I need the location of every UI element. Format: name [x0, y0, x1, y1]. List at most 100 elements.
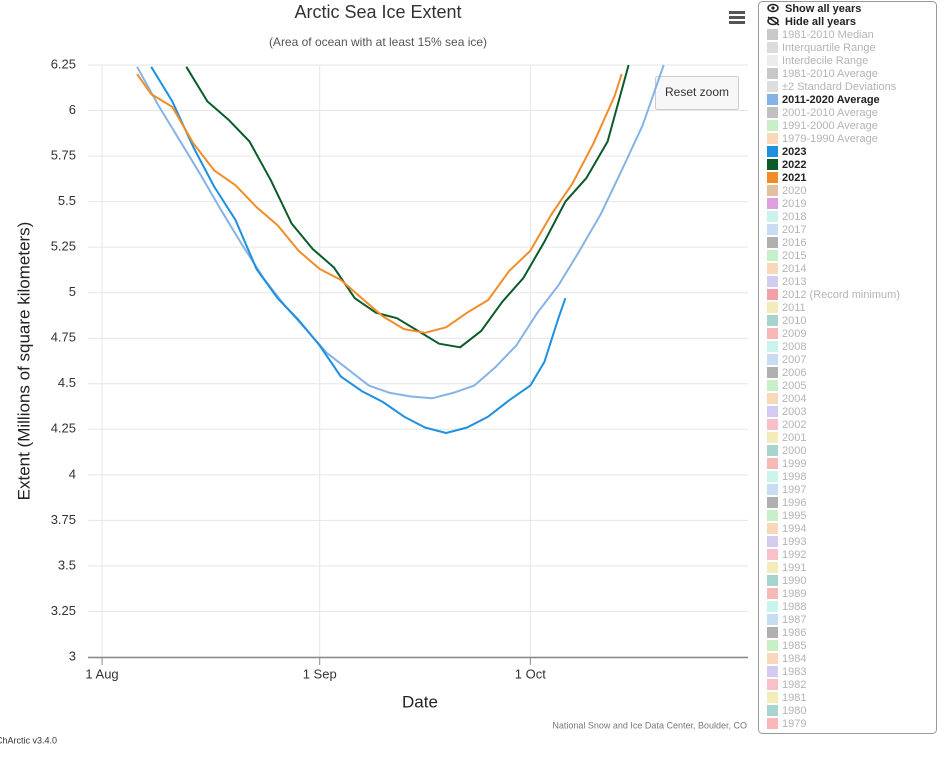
legend-item[interactable]: 1991-2000 Average — [767, 120, 878, 132]
legend-label[interactable]: 2017 — [782, 224, 806, 236]
legend-label[interactable]: Interquartile Range — [782, 42, 876, 54]
legend-label[interactable]: 2013 — [782, 276, 806, 288]
legend-item[interactable]: 1992 — [767, 549, 806, 561]
legend-item[interactable]: 2007 — [767, 354, 806, 366]
legend-item[interactable]: 1988 — [767, 601, 806, 613]
legend-item[interactable]: 1982 — [767, 679, 806, 691]
legend-label[interactable]: 1983 — [782, 666, 806, 678]
legend-label[interactable]: 2021 — [782, 172, 806, 184]
legend-label[interactable]: 1999 — [782, 458, 806, 470]
legend-item[interactable]: 1987 — [767, 614, 806, 626]
legend-label[interactable]: 1991 — [782, 562, 806, 574]
legend-label[interactable]: 2014 — [782, 263, 806, 275]
legend-label[interactable]: 2023 — [782, 146, 806, 158]
legend-item[interactable]: 2000 — [767, 445, 806, 457]
legend-item[interactable]: Interquartile Range — [767, 42, 876, 54]
legend-label[interactable]: 1979-1990 Average — [782, 133, 878, 145]
legend-label[interactable]: 2022 — [782, 159, 806, 171]
legend-item[interactable]: 2004 — [767, 393, 806, 405]
legend-label[interactable]: 2006 — [782, 367, 806, 379]
legend-label[interactable]: 2016 — [782, 237, 806, 249]
legend-label[interactable]: 2001 — [782, 432, 806, 444]
legend-label[interactable]: 2015 — [782, 250, 806, 262]
legend-label[interactable]: 1996 — [782, 497, 806, 509]
legend-label[interactable]: 1989 — [782, 588, 806, 600]
legend-label[interactable]: 1992 — [782, 549, 806, 561]
legend-label[interactable]: 1980 — [782, 705, 806, 717]
legend-label[interactable]: 2011-2020 Average — [782, 94, 880, 106]
legend-label[interactable]: 1994 — [782, 523, 806, 535]
legend-item[interactable]: 2017 — [767, 224, 806, 236]
legend-item[interactable]: Interdecile Range — [767, 55, 868, 67]
legend-label[interactable]: 1991-2000 Average — [782, 120, 878, 132]
legend-item[interactable]: 2003 — [767, 406, 806, 418]
legend-item[interactable]: 1993 — [767, 536, 806, 548]
legend-item[interactable]: 2013 — [767, 276, 806, 288]
legend-item[interactable]: 1989 — [767, 588, 806, 600]
legend-label[interactable]: 1981-2010 Average — [782, 68, 878, 80]
legend-item[interactable]: 2015 — [767, 250, 806, 262]
legend-item[interactable]: 2022 — [767, 159, 806, 171]
legend-item[interactable]: ±2 Standard Deviations — [767, 81, 897, 93]
legend-item[interactable]: 2016 — [767, 237, 806, 249]
legend-label[interactable]: 1990 — [782, 575, 806, 587]
legend-item[interactable]: 1980 — [767, 705, 806, 717]
hide-all-control[interactable]: Hide all years — [767, 16, 856, 28]
legend-item[interactable]: 1986 — [767, 627, 806, 639]
legend-item[interactable]: 2011 — [767, 302, 806, 314]
legend-label[interactable]: 1993 — [782, 536, 806, 548]
legend-item[interactable]: 1983 — [767, 666, 806, 678]
legend-label[interactable]: 1985 — [782, 640, 806, 652]
legend-label[interactable]: 1997 — [782, 484, 806, 496]
legend-label[interactable]: 2003 — [782, 406, 806, 418]
legend-label[interactable]: 2009 — [782, 328, 806, 340]
legend-label[interactable]: 2000 — [782, 445, 806, 457]
legend-item[interactable]: 1979 — [767, 718, 806, 730]
legend-label[interactable]: 1988 — [782, 601, 806, 613]
legend-label[interactable]: 1986 — [782, 627, 806, 639]
legend-item[interactable]: 1996 — [767, 497, 806, 509]
legend-item[interactable]: 1984 — [767, 653, 806, 665]
legend-item[interactable]: 1999 — [767, 458, 806, 470]
legend-item[interactable]: 1998 — [767, 471, 806, 483]
legend-item[interactable]: 2020 — [767, 185, 806, 197]
legend-label[interactable]: 2020 — [782, 185, 806, 197]
legend-item[interactable]: 2010 — [767, 315, 806, 327]
legend-label[interactable]: 1998 — [782, 471, 806, 483]
legend-label[interactable]: 1982 — [782, 679, 806, 691]
legend-label[interactable]: 2005 — [782, 380, 806, 392]
legend-label[interactable]: 1979 — [782, 718, 806, 730]
legend-item[interactable]: 2009 — [767, 328, 806, 340]
legend-item[interactable]: 2006 — [767, 367, 806, 379]
legend-label[interactable]: 2004 — [782, 393, 806, 405]
legend-item[interactable]: 2008 — [767, 341, 806, 353]
legend-item[interactable]: 2018 — [767, 211, 806, 223]
legend-item[interactable]: 2012 (Record minimum) — [767, 289, 900, 301]
legend-label[interactable]: 1995 — [782, 510, 806, 522]
control-label[interactable]: Show all years — [785, 3, 861, 15]
legend-label[interactable]: 1981 — [782, 692, 806, 704]
legend-item[interactable]: 1981 — [767, 692, 806, 704]
legend-item[interactable]: 2023 — [767, 146, 806, 158]
legend-item[interactable]: 2011-2020 Average — [767, 94, 880, 106]
legend-item[interactable]: 1994 — [767, 523, 806, 535]
legend-item[interactable]: 2021 — [767, 172, 806, 184]
show-all-control[interactable]: Show all years — [767, 3, 861, 15]
button-label[interactable]: Reset zoom — [665, 85, 729, 99]
legend-label[interactable]: 2012 (Record minimum) — [782, 289, 900, 301]
legend-label[interactable]: 2018 — [782, 211, 806, 223]
legend-label[interactable]: 2010 — [782, 315, 806, 327]
legend-item[interactable]: 1995 — [767, 510, 806, 522]
legend-label[interactable]: 2002 — [782, 419, 806, 431]
legend-item[interactable]: 2014 — [767, 263, 806, 275]
button-box[interactable] — [655, 76, 739, 110]
legend-label[interactable]: 2007 — [782, 354, 806, 366]
legend-item[interactable]: 2019 — [767, 198, 806, 210]
legend-label[interactable]: 1984 — [782, 653, 806, 665]
legend-label[interactable]: 2001-2010 Average — [782, 107, 878, 119]
legend-label[interactable]: 1987 — [782, 614, 806, 626]
legend-label[interactable]: 1981-2010 Median — [782, 29, 874, 41]
legend-item[interactable]: 1990 — [767, 575, 806, 587]
menu-button[interactable] — [727, 9, 747, 27]
legend-item[interactable]: 1981-2010 Average — [767, 68, 878, 80]
